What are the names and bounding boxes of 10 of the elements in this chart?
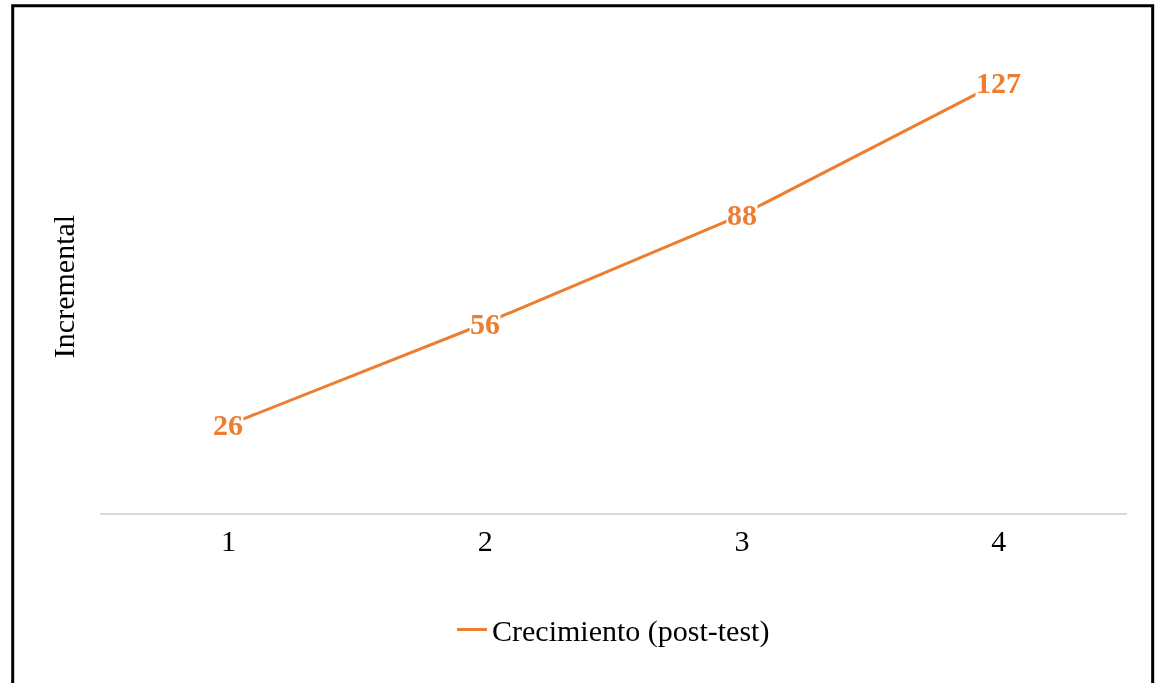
x-tick-label: 4 <box>991 524 1007 557</box>
x-tick-label: 3 <box>734 524 750 557</box>
data-label: 88 <box>727 198 757 231</box>
legend-label: Crecimiento (post-test) <box>492 614 770 649</box>
y-axis-title: Incremental <box>47 214 80 359</box>
x-tick-label: 1 <box>220 524 236 557</box>
x-tick-label: 2 <box>477 524 493 557</box>
data-label: 26 <box>213 408 243 441</box>
data-label: 127 <box>976 66 1021 99</box>
data-label: 56 <box>470 307 500 340</box>
